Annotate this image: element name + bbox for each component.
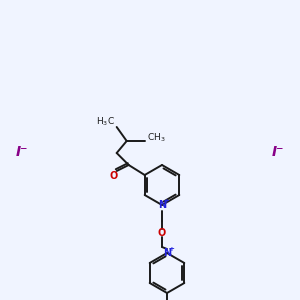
Text: N: N — [158, 200, 166, 210]
Text: I⁻: I⁻ — [272, 145, 284, 159]
Text: H$_3$C: H$_3$C — [96, 116, 115, 128]
Text: O: O — [158, 228, 166, 238]
Text: N: N — [163, 248, 171, 258]
Text: +: + — [168, 246, 174, 252]
Text: O: O — [110, 171, 118, 181]
Text: CH$_3$: CH$_3$ — [147, 132, 165, 144]
Text: +: + — [163, 198, 169, 204]
Text: I⁻: I⁻ — [16, 145, 28, 159]
